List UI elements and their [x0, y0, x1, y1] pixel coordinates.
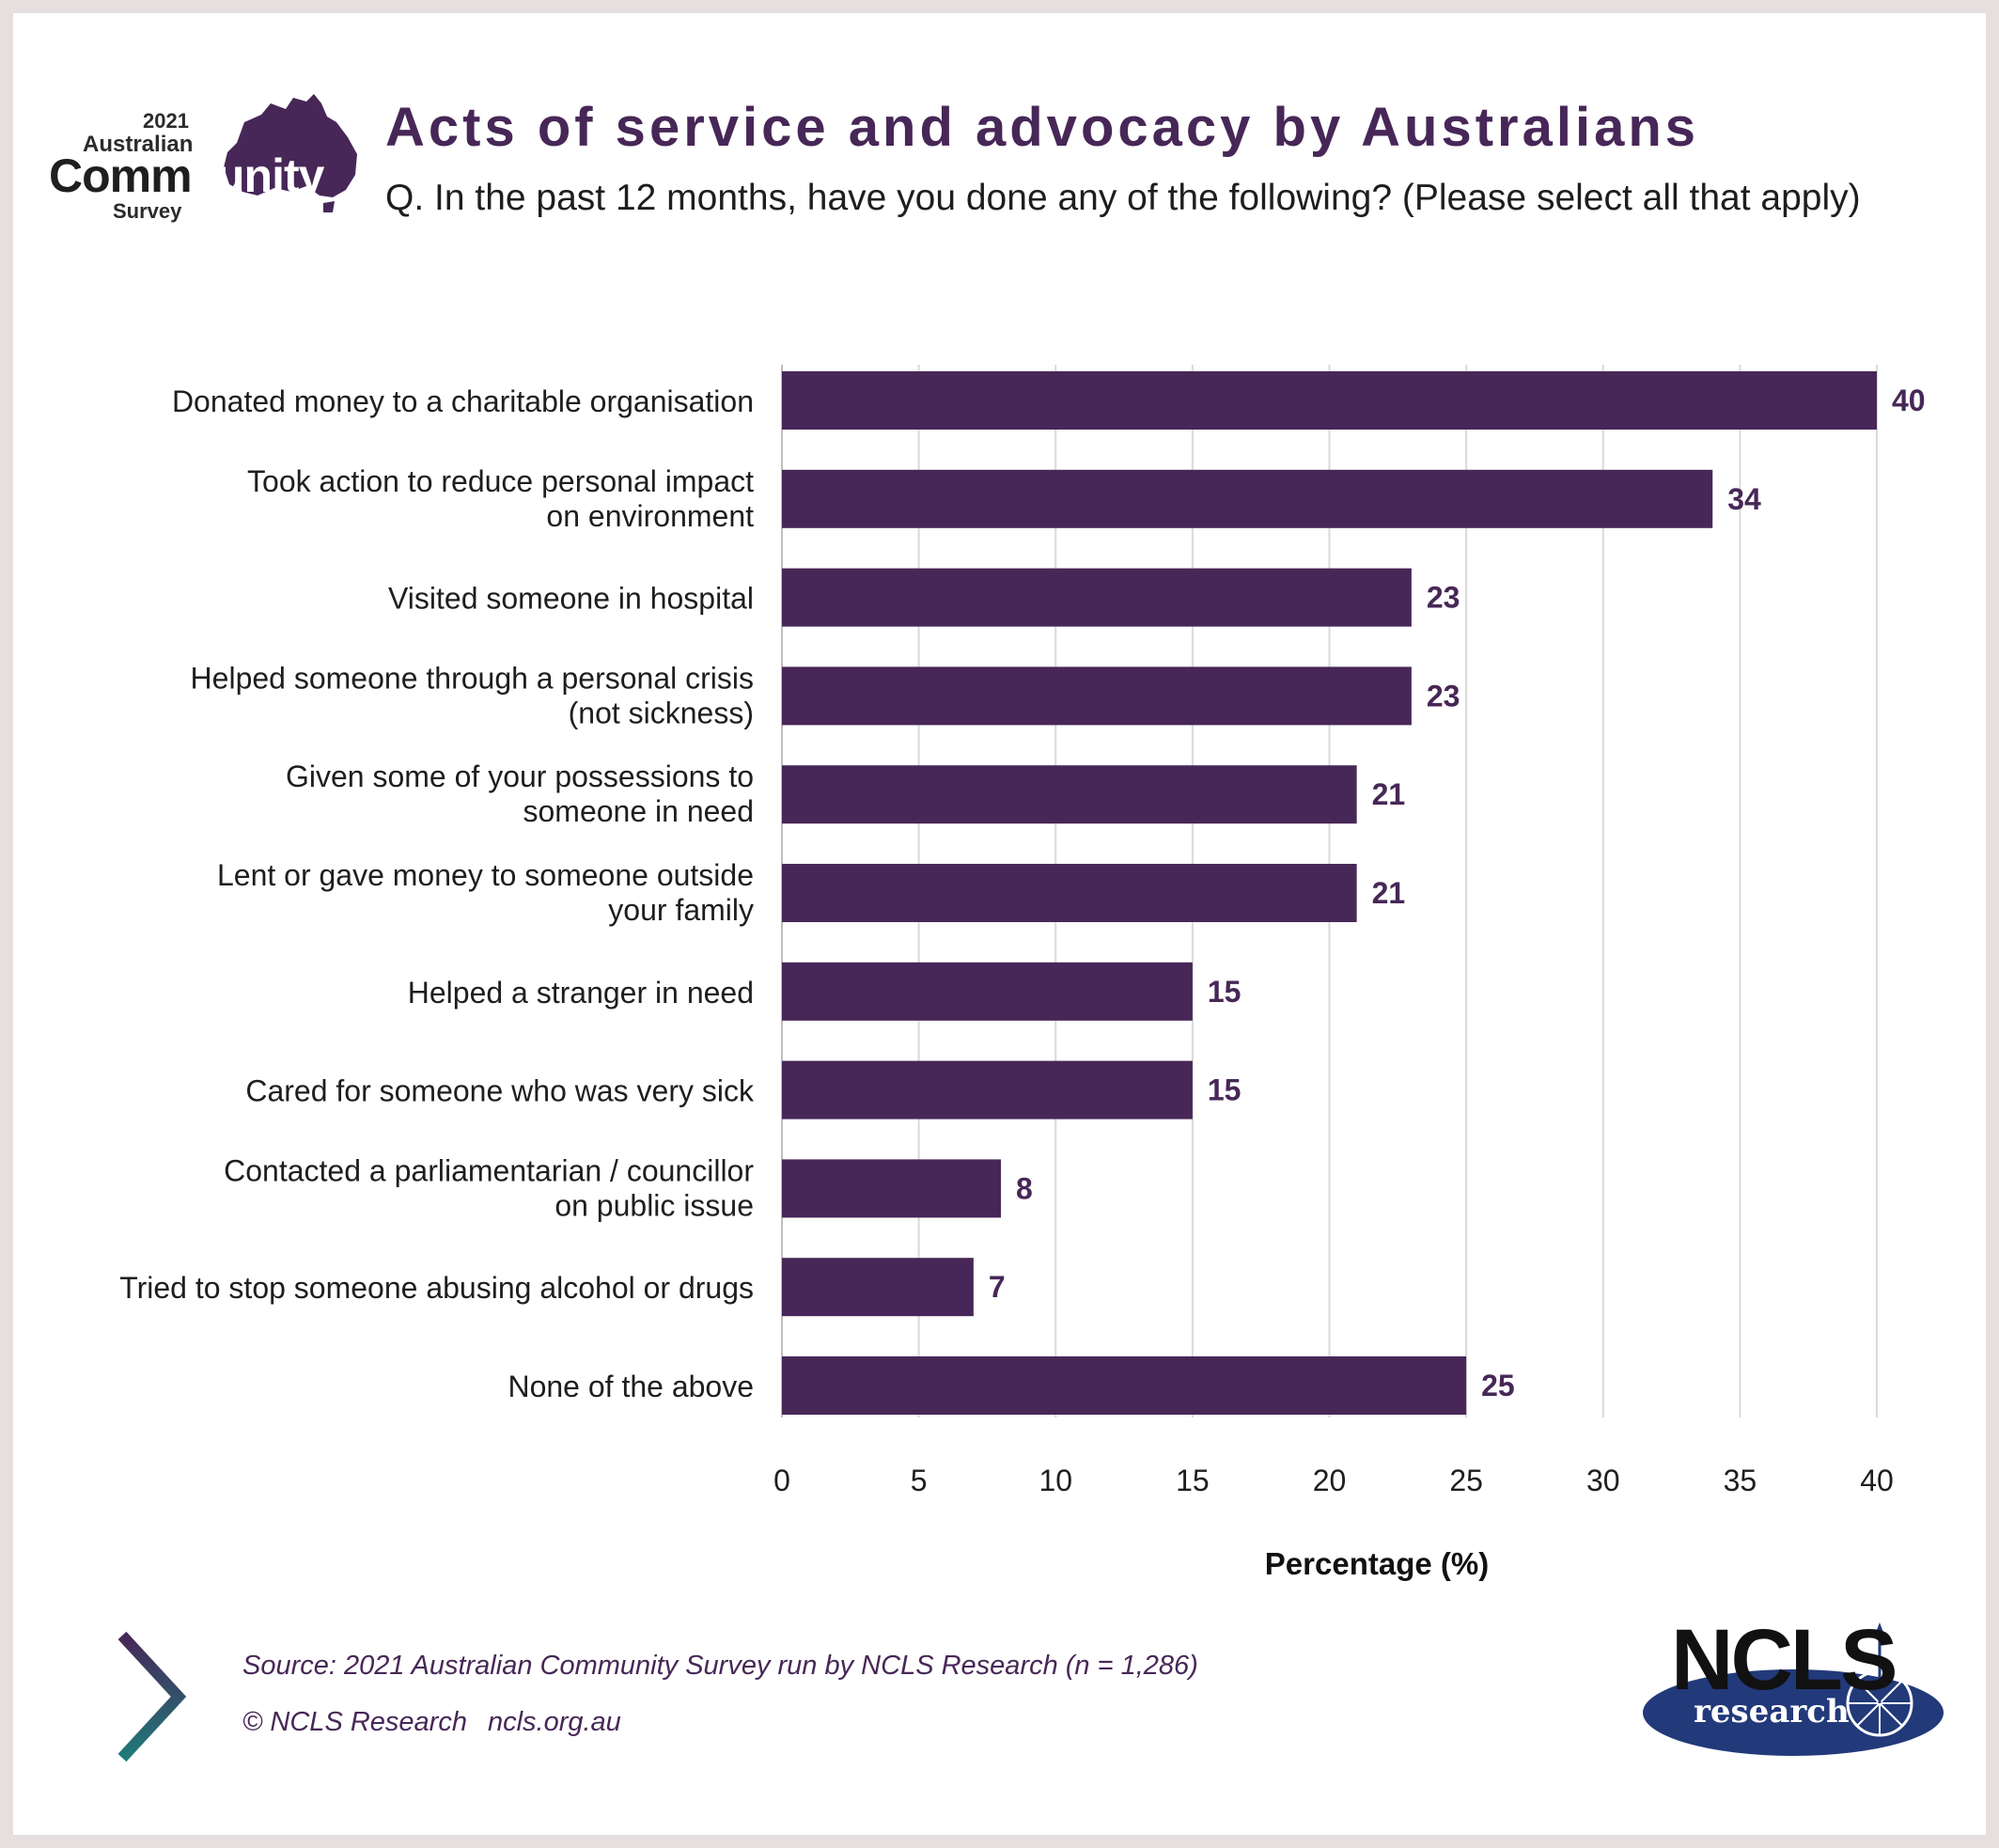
category-label: Given some of your possessions to	[286, 760, 754, 793]
category-label: Tried to stop someone abusing alcohol or…	[119, 1271, 754, 1305]
bar	[782, 371, 1877, 430]
bar	[782, 1258, 974, 1317]
bar	[782, 864, 1357, 922]
globe-icon	[1643, 1622, 1944, 1756]
category-label: Lent or gave money to someone outside	[217, 858, 754, 892]
chevron-right-icon	[117, 1631, 187, 1762]
category-label: None of the above	[508, 1370, 754, 1403]
x-tick-label: 0	[773, 1464, 790, 1497]
category-label: someone in need	[523, 794, 754, 828]
logo-community-dark: Comm	[49, 149, 193, 202]
data-label: 7	[989, 1270, 1006, 1304]
ncls-wordmark: NCLS	[1671, 1612, 1897, 1708]
data-label: 34	[1727, 482, 1761, 516]
category-label: Cared for someone who was very sick	[245, 1074, 755, 1108]
category-label: Helped someone through a personal crisis	[191, 661, 754, 695]
logo-survey: Survey	[113, 199, 182, 223]
website-link[interactable]: ncls.org.au	[487, 1707, 621, 1737]
category-label: Took action to reduce personal impact	[247, 464, 754, 498]
bar	[782, 1159, 1001, 1218]
australia-map-icon	[224, 94, 357, 212]
category-label: Helped a stranger in need	[408, 976, 754, 1010]
bar	[782, 469, 1713, 528]
bars	[782, 371, 1877, 1415]
x-axis-ticks: 0 5 10 15 20 25 30 35 40	[773, 1464, 1894, 1497]
data-label: 40	[1892, 384, 1926, 417]
data-label: 8	[1016, 1171, 1033, 1205]
data-label: 15	[1208, 1073, 1242, 1107]
x-tick-label: 5	[911, 1464, 928, 1497]
bar	[782, 962, 1193, 1021]
chart-subtitle: Q. In the past 12 months, have you done …	[385, 178, 1861, 218]
value-labels: 40 34 23 23 21 21 15 15 8 7 25	[989, 384, 1926, 1402]
x-tick-label: 40	[1860, 1464, 1894, 1497]
chart-title: Acts of service and advocacy by Australi…	[385, 97, 1700, 158]
data-label: 21	[1372, 777, 1406, 811]
infographic-card	[13, 13, 1986, 1835]
x-tick-label: 10	[1039, 1464, 1072, 1497]
logo-australian: Australian	[83, 132, 194, 157]
data-label: 25	[1481, 1369, 1515, 1402]
x-tick-label: 15	[1176, 1464, 1210, 1497]
australian-community-survey-logo: 2021 Australian Comm unity Survey	[47, 94, 357, 235]
bar	[782, 1060, 1193, 1120]
data-label: 23	[1427, 679, 1460, 713]
x-tick-label: 35	[1724, 1464, 1757, 1497]
category-labels: Donated money to a charitable organisati…	[119, 384, 755, 1403]
logo-year: 2021	[143, 109, 189, 133]
copyright-text: © NCLS Research	[242, 1707, 467, 1737]
category-label: your family	[608, 893, 754, 927]
copyright-line: © NCLS Research ncls.org.au	[242, 1707, 621, 1738]
ncls-research-logo: NCLS research	[1633, 1609, 1953, 1760]
data-label: 21	[1372, 876, 1406, 910]
category-label: (not sickness)	[569, 696, 754, 729]
x-tick-label: 25	[1449, 1464, 1483, 1497]
bar	[782, 666, 1412, 726]
category-label: on public issue	[554, 1188, 754, 1222]
x-tick-label: 30	[1586, 1464, 1620, 1497]
bar	[782, 1356, 1467, 1415]
research-wordmark: research	[1694, 1693, 1850, 1731]
x-tick-label: 20	[1313, 1464, 1347, 1497]
data-label: 15	[1208, 975, 1242, 1009]
bar	[782, 765, 1357, 824]
category-label: Visited someone in hospital	[388, 582, 754, 616]
data-label: 23	[1427, 581, 1460, 615]
category-label: Donated money to a charitable organisati…	[172, 384, 754, 418]
source-note: Source: 2021 Australian Community Survey…	[242, 1651, 1198, 1681]
category-label: Contacted a parliamentarian / councillor	[224, 1153, 754, 1187]
category-label: on environment	[546, 499, 754, 533]
logo-community-light: unity	[216, 149, 324, 202]
bar	[782, 568, 1412, 627]
x-axis-title: Percentage (%)	[1264, 1546, 1490, 1581]
